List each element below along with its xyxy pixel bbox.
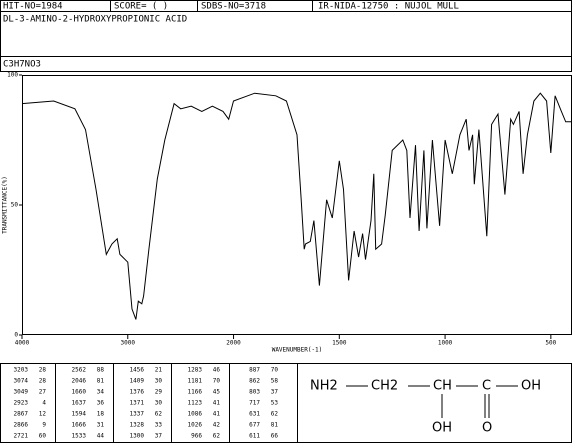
peak-wavenumber: 1666 <box>72 422 87 429</box>
peak-wavenumber: 2046 <box>72 378 87 385</box>
score: SCORE= ( ) <box>114 2 168 12</box>
structure-text: O <box>482 421 492 436</box>
peak-transmittance: 62 <box>271 411 279 418</box>
structure-text: OH <box>432 421 452 436</box>
peak-wavenumber: 862 <box>249 378 260 385</box>
peak-transmittance: 27 <box>39 389 47 396</box>
peak-transmittance: 30 <box>155 400 163 407</box>
peak-wavenumber: 1166 <box>188 389 203 396</box>
spectrum-line <box>21 92 572 320</box>
structure-text: NH2 <box>310 379 338 394</box>
peak-wavenumber: 1300 <box>130 433 145 440</box>
peak-transmittance: 33 <box>155 422 163 429</box>
peak-wavenumber: 1026 <box>188 422 203 429</box>
peak-transmittance: 66 <box>271 433 279 440</box>
x-tick-label: 500 <box>545 340 556 347</box>
peak-transmittance: 30 <box>155 378 163 385</box>
x-tick-label: 2000 <box>226 340 241 347</box>
peak-wavenumber: 1456 <box>130 367 145 374</box>
peak-transmittance: 53 <box>271 400 279 407</box>
peak-transmittance: 62 <box>155 411 163 418</box>
y-tick-label: 0 <box>14 332 18 339</box>
peak-transmittance: 41 <box>213 400 221 407</box>
structure-text: OH <box>521 379 541 394</box>
x-axis-label: WAVENUMBER(-1) <box>272 347 323 354</box>
compound-name: DL-3-AMINO-2-HYDROXYPROPIONIC ACID <box>3 15 187 25</box>
peak-transmittance: 31 <box>97 422 105 429</box>
peak-wavenumber: 2867 <box>14 411 29 418</box>
formula: C3H7NO3 <box>3 60 41 70</box>
peak-wavenumber: 1660 <box>72 389 87 396</box>
peak-wavenumber: 1123 <box>188 400 203 407</box>
structure-text: CH2 <box>371 379 398 394</box>
peak-wavenumber: 1376 <box>130 389 145 396</box>
peak-transmittance: 44 <box>97 433 105 440</box>
y-tick-label: 50 <box>11 202 19 209</box>
peak-wavenumber: 1337 <box>130 411 145 418</box>
x-tick-label: 4000 <box>15 340 30 347</box>
peak-wavenumber: 1086 <box>188 411 203 418</box>
peak-wavenumber: 2923 <box>14 400 29 407</box>
structure-text: CH <box>433 379 452 394</box>
peak-transmittance: 36 <box>97 400 105 407</box>
peak-wavenumber: 1328 <box>130 422 145 429</box>
plot-frame <box>22 75 572 335</box>
peak-wavenumber: 677 <box>249 422 260 429</box>
x-tick-label: 1000 <box>438 340 453 347</box>
peak-transmittance: 37 <box>271 389 279 396</box>
peak-transmittance: 4 <box>42 400 46 407</box>
peak-transmittance: 70 <box>271 367 279 374</box>
hit-no: HIT-NO=1984 <box>3 2 63 12</box>
x-tick-label: 3000 <box>121 340 136 347</box>
peak-transmittance: 18 <box>97 411 105 418</box>
peak-transmittance: 58 <box>271 378 279 385</box>
peak-transmittance: 46 <box>213 367 221 374</box>
peak-transmittance: 37 <box>155 433 163 440</box>
peak-wavenumber: 1533 <box>72 433 87 440</box>
peak-wavenumber: 1409 <box>130 378 145 385</box>
peak-wavenumber: 3074 <box>14 378 29 385</box>
peak-wavenumber: 2866 <box>14 422 29 429</box>
peak-wavenumber: 966 <box>191 433 202 440</box>
peak-transmittance: 81 <box>97 378 105 385</box>
peak-transmittance: 12 <box>39 411 47 418</box>
peak-wavenumber: 1181 <box>188 378 203 385</box>
y-tick-label: 100 <box>7 72 18 79</box>
peak-transmittance: 70 <box>213 378 221 385</box>
peak-wavenumber: 3049 <box>14 389 29 396</box>
peak-transmittance: 62 <box>213 433 221 440</box>
peak-transmittance: 9 <box>42 422 46 429</box>
peak-transmittance: 81 <box>271 422 279 429</box>
structure-text: C <box>482 379 491 394</box>
peak-wavenumber: 2562 <box>72 367 87 374</box>
peak-transmittance: 34 <box>97 389 105 396</box>
peak-transmittance: 29 <box>155 389 163 396</box>
peak-transmittance: 42 <box>213 422 221 429</box>
peak-wavenumber: 1283 <box>188 367 203 374</box>
y-axis-label: TRANSMITTANCE(%) <box>2 176 9 234</box>
peak-wavenumber: 2721 <box>14 433 29 440</box>
method: IR-NIDA-12750 : NUJOL MULL <box>318 2 459 12</box>
peak-wavenumber: 1371 <box>130 400 145 407</box>
peak-wavenumber: 1594 <box>72 411 87 418</box>
peak-transmittance: 45 <box>213 389 221 396</box>
sdbs-no: SDBS-NO=3718 <box>201 2 266 12</box>
peak-wavenumber: 1637 <box>72 400 87 407</box>
peak-transmittance: 28 <box>39 378 47 385</box>
peak-wavenumber: 611 <box>249 433 260 440</box>
peak-wavenumber: 631 <box>249 411 260 418</box>
peak-wavenumber: 803 <box>249 389 260 396</box>
peak-transmittance: 60 <box>39 433 47 440</box>
peak-transmittance: 28 <box>39 367 47 374</box>
structure: NH2 CH2 CH C OH OH O <box>310 379 541 436</box>
peak-wavenumber: 887 <box>249 367 260 374</box>
peak-transmittance: 21 <box>155 367 163 374</box>
peak-wavenumber: 717 <box>249 400 260 407</box>
x-tick-label: 1500 <box>332 340 347 347</box>
peak-transmittance: 41 <box>213 411 221 418</box>
peak-wavenumber: 3203 <box>14 367 29 374</box>
peak-transmittance: 88 <box>97 367 105 374</box>
